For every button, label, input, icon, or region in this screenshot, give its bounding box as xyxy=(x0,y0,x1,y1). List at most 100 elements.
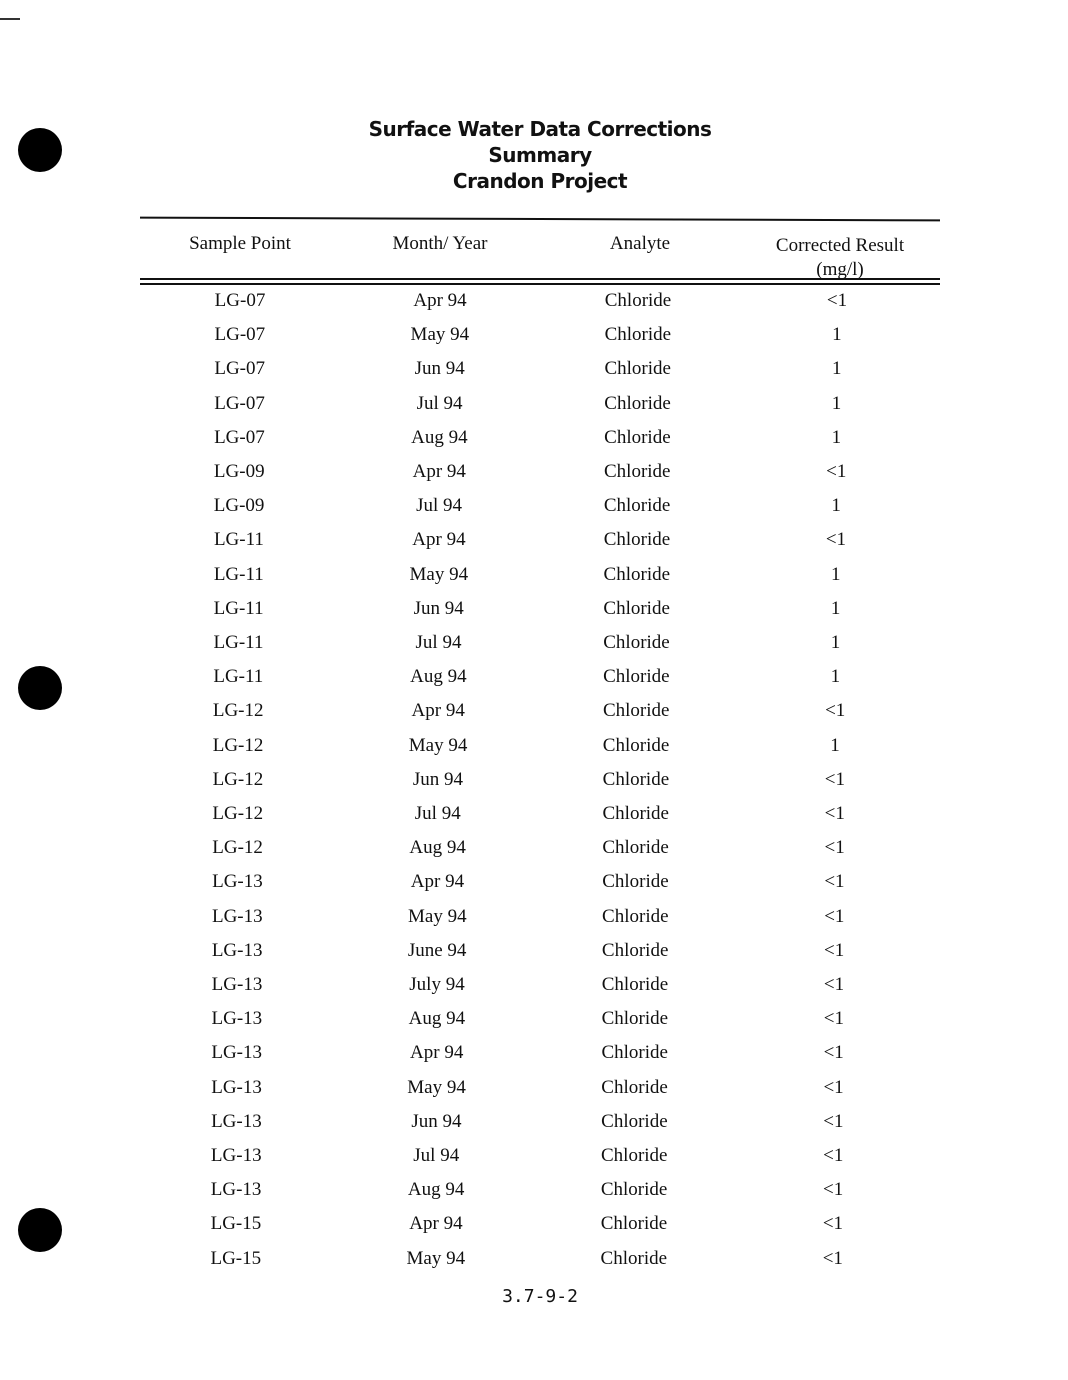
cell-analyte: Chloride xyxy=(604,358,671,380)
table-row: LG-12 May 94 Chloride 1 xyxy=(0,735,1068,765)
cell-sample-point: LG-13 xyxy=(211,974,263,995)
cell-corrected-result: 1 xyxy=(830,632,841,653)
cell-corrected-result: 1 xyxy=(830,734,840,756)
cell-month-year: Jun 94 xyxy=(412,768,463,790)
cell-sample-point: LG-11 xyxy=(213,563,264,585)
cell-corrected-result: <1 xyxy=(824,803,845,824)
cell-sample-point: LG-13 xyxy=(211,905,263,927)
cell-analyte: Chloride xyxy=(601,1145,668,1166)
cell-corrected-result: 1 xyxy=(831,563,841,585)
table-row: LG-11 Aug 94 Chloride 1 xyxy=(0,666,1068,696)
cell-month-year: Jun 94 xyxy=(414,358,465,380)
cell-corrected-result: 1 xyxy=(831,495,841,517)
table-row: LG-13 Aug 94 Chloride <1 xyxy=(0,1008,1068,1038)
cell-analyte: Chloride xyxy=(601,974,669,995)
table-row: LG-13 Aug 94 Chloride <1 xyxy=(0,1179,1068,1209)
cell-analyte: Chloride xyxy=(602,837,669,859)
table-row: LG-07 Jul 94 Chloride 1 xyxy=(0,393,1068,423)
cell-corrected-result: <1 xyxy=(824,871,845,893)
table-row: LG-12 Jul 94 Chloride <1 xyxy=(0,803,1068,833)
cell-month-year: Aug 94 xyxy=(407,1179,465,1201)
table-row: LG-13 Jun 94 Chloride <1 xyxy=(0,1111,1068,1141)
header-sample-point: Sample Point xyxy=(189,233,291,254)
cell-corrected-result: 1 xyxy=(831,392,842,414)
cell-month-year: May 94 xyxy=(410,324,470,346)
table-row: LG-11 May 94 Chloride 1 xyxy=(0,564,1068,594)
cell-corrected-result: 1 xyxy=(831,358,842,380)
header-rule xyxy=(140,283,940,285)
cell-month-year: May 94 xyxy=(406,1247,466,1269)
cell-analyte: Chloride xyxy=(600,1247,668,1269)
cell-sample-point: LG-13 xyxy=(211,1008,263,1030)
cell-sample-point: LG-13 xyxy=(211,1076,262,1098)
cell-month-year: Jul 94 xyxy=(414,803,461,824)
cell-corrected-result: <1 xyxy=(826,290,848,311)
title-line: Summary xyxy=(488,143,592,167)
cell-corrected-result: <1 xyxy=(826,461,847,482)
table-row: LG-13 May 94 Chloride <1 xyxy=(0,1077,1068,1107)
header-month-year: Month/ Year xyxy=(392,233,488,254)
table-row: LG-12 Jun 94 Chloride <1 xyxy=(0,769,1068,799)
cell-month-year: June 94 xyxy=(407,939,467,961)
cell-month-year: May 94 xyxy=(408,734,468,756)
cell-month-year: May 94 xyxy=(408,905,467,927)
cell-analyte: Chloride xyxy=(602,734,670,756)
table-row: LG-11 Jul 94 Chloride 1 xyxy=(0,632,1068,662)
cell-sample-point: LG-13 xyxy=(211,1110,262,1132)
table-row: LG-15 May 94 Chloride <1 xyxy=(0,1248,1068,1278)
cell-sample-point: LG-12 xyxy=(212,768,264,790)
table-row: LG-07 Apr 94 Chloride <1 xyxy=(0,290,1068,320)
cell-sample-point: LG-13 xyxy=(210,1145,262,1166)
cell-analyte: Chloride xyxy=(601,1076,668,1098)
punch-hole xyxy=(18,128,62,172)
table-row: LG-12 Aug 94 Chloride <1 xyxy=(0,837,1068,867)
table-row: LG-07 Aug 94 Chloride 1 xyxy=(0,427,1068,457)
cell-analyte: Chloride xyxy=(604,426,671,448)
cell-analyte: Chloride xyxy=(604,290,672,311)
cell-analyte: Chloride xyxy=(604,392,671,414)
table-row: LG-11 Apr 94 Chloride <1 xyxy=(0,529,1068,559)
cell-analyte: Chloride xyxy=(603,495,671,517)
table-row: LG-13 Apr 94 Chloride <1 xyxy=(0,871,1068,901)
cell-sample-point: LG-15 xyxy=(210,1213,262,1235)
cell-month-year: Jul 94 xyxy=(413,1145,460,1166)
cell-corrected-result: 1 xyxy=(830,597,841,619)
cell-month-year: Jul 94 xyxy=(416,392,463,414)
cell-corrected-result: <1 xyxy=(823,1008,844,1030)
cell-analyte: Chloride xyxy=(602,905,669,927)
cell-sample-point: LG-11 xyxy=(213,666,264,688)
header-corrected-result-label: Corrected Result xyxy=(775,235,905,256)
cell-corrected-result: 1 xyxy=(830,666,841,688)
cell-analyte: Chloride xyxy=(601,1008,669,1030)
cell-analyte: Chloride xyxy=(602,768,670,790)
cell-corrected-result: 1 xyxy=(832,324,842,346)
cell-month-year: Aug 94 xyxy=(408,1008,466,1030)
cell-analyte: Chloride xyxy=(604,324,672,346)
table-row: LG-13 May 94 Chloride <1 xyxy=(0,906,1068,936)
header-corrected-result: Corrected Result (mg/l) xyxy=(740,234,940,282)
cell-month-year: Apr 94 xyxy=(412,461,466,482)
cell-month-year: Apr 94 xyxy=(412,529,466,551)
cell-sample-point: LG-09 xyxy=(213,495,265,517)
cell-corrected-result: <1 xyxy=(824,837,845,859)
cell-sample-point: LG-09 xyxy=(213,461,265,482)
cell-analyte: Chloride xyxy=(603,632,670,653)
table-row: LG-13 July 94 Chloride <1 xyxy=(0,974,1068,1004)
cell-month-year: July 94 xyxy=(409,974,465,995)
cell-month-year: Jun 94 xyxy=(413,597,464,619)
punch-hole xyxy=(18,1208,62,1252)
cell-sample-point: LG-13 xyxy=(210,1179,262,1201)
cell-month-year: May 94 xyxy=(409,563,469,585)
cell-month-year: Aug 94 xyxy=(411,426,468,448)
title-line: Crandon Project xyxy=(452,169,628,193)
cell-corrected-result: 1 xyxy=(831,426,842,448)
cell-month-year: Aug 94 xyxy=(410,666,467,688)
cell-month-year: Apr 94 xyxy=(410,871,465,893)
cell-analyte: Chloride xyxy=(603,597,670,619)
cell-analyte: Chloride xyxy=(600,1213,668,1235)
cell-corrected-result: <1 xyxy=(822,1179,844,1201)
header-units: (mg/l) xyxy=(816,259,864,280)
cell-analyte: Chloride xyxy=(602,803,670,824)
cell-analyte: Chloride xyxy=(603,529,671,551)
